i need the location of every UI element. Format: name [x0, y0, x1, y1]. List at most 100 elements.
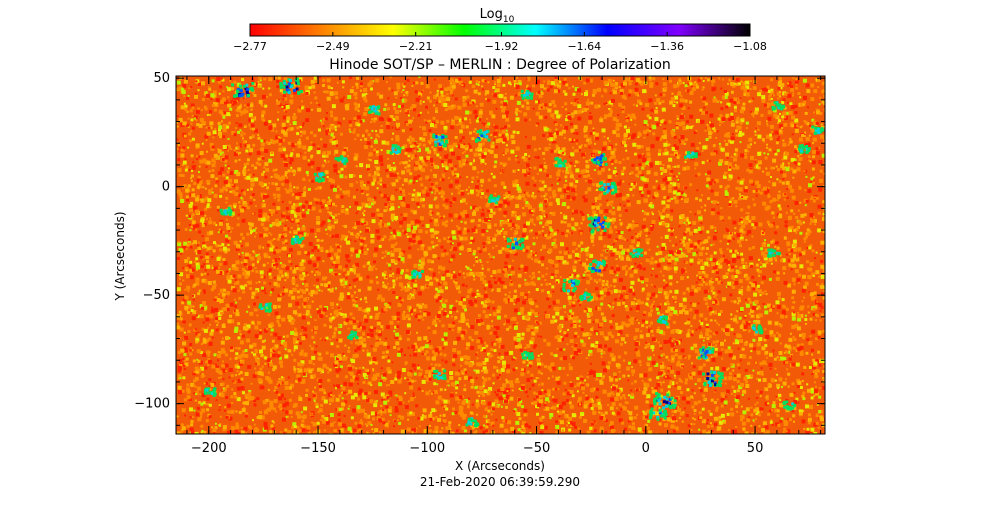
heatmap-cell: [205, 165, 208, 168]
heatmap-cell: [271, 221, 276, 226]
heatmap-cell: [762, 275, 766, 280]
heatmap-cell: [724, 139, 727, 142]
heatmap-cell: [544, 87, 548, 91]
heatmap-cell: [730, 255, 733, 258]
heatmap-cell: [755, 418, 757, 421]
heatmap-cell: [537, 365, 541, 369]
heatmap-cell: [357, 382, 359, 385]
heatmap-cell: [211, 306, 214, 309]
heatmap-cell: [184, 259, 189, 264]
heatmap-cell: [360, 138, 363, 141]
heatmap-cell: [289, 267, 292, 270]
heatmap-cell: [741, 106, 746, 111]
heatmap-cell: [508, 325, 512, 329]
heatmap-cell: [740, 382, 744, 387]
heatmap-cell: [199, 351, 203, 354]
heatmap-cell: [316, 216, 320, 220]
heatmap-cell: [177, 76, 180, 79]
heatmap-cell: [326, 176, 329, 178]
heatmap-cell: [543, 395, 546, 398]
heatmap-cell: [567, 316, 571, 320]
heatmap-cell: [201, 98, 205, 102]
heatmap-cell: [439, 215, 441, 218]
heatmap-cell: [782, 173, 787, 178]
heatmap-cell: [391, 153, 394, 155]
heatmap-cell: [406, 94, 409, 97]
heatmap-cell: [482, 88, 484, 91]
heatmap-cell: [407, 180, 412, 185]
heatmap-cell: [512, 130, 516, 134]
heatmap-cell: [329, 124, 332, 127]
heatmap-cell: [275, 410, 278, 413]
heatmap-cell: [743, 89, 748, 94]
heatmap-cell: [568, 301, 573, 306]
heatmap-cell: [588, 399, 592, 403]
heatmap-cell: [698, 411, 702, 415]
heatmap-cell: [789, 102, 793, 106]
heatmap-cell: [355, 367, 358, 370]
heatmap-cell: [513, 408, 517, 412]
heatmap-cell: [819, 178, 824, 183]
heatmap-cell: [612, 170, 617, 175]
heatmap-cell: [607, 347, 612, 352]
heatmap-cell: [549, 283, 551, 285]
heatmap-cell: [179, 431, 183, 434]
heatmap-cell: [591, 422, 594, 426]
heatmap-cell: [693, 409, 697, 412]
heatmap-cell: [262, 87, 265, 90]
heatmap-cell: [811, 196, 815, 200]
heatmap-cell: [248, 118, 253, 123]
heatmap-cell: [368, 391, 371, 395]
heatmap-cell: [799, 231, 803, 235]
heatmap-cell: [662, 365, 666, 369]
heatmap-cell: [288, 210, 290, 213]
heatmap-cell: [339, 245, 342, 248]
heatmap-cell: [731, 284, 733, 287]
heatmap-cell: [674, 270, 677, 274]
heatmap-cell: [329, 288, 334, 293]
heatmap-cell: [465, 125, 469, 129]
heatmap-cell: [774, 245, 777, 248]
heatmap-cell: [737, 116, 740, 119]
heatmap-cell: [287, 127, 290, 130]
heatmap-cell: [732, 249, 736, 253]
heatmap-cell: [276, 315, 281, 320]
heatmap-cell: [630, 236, 634, 240]
heatmap-cell: [583, 175, 587, 178]
heatmap-cell: [535, 395, 539, 399]
heatmap-cell: [256, 314, 259, 317]
heatmap-cell: [481, 149, 485, 153]
heatmap-cell: [234, 326, 239, 331]
heatmap-cell: [408, 147, 413, 152]
heatmap-cell: [307, 163, 311, 167]
heatmap-cell: [216, 365, 219, 369]
heatmap-cell: [366, 180, 370, 184]
heatmap-cell: [267, 313, 270, 316]
heatmap-cell: [778, 136, 781, 139]
heatmap-cell: [423, 336, 428, 341]
heatmap-cell: [544, 311, 547, 314]
heatmap-cell: [552, 265, 555, 268]
heatmap-cell: [197, 417, 202, 422]
heatmap-cell: [241, 267, 245, 271]
heatmap-cell: [430, 228, 435, 233]
heatmap-cell: [499, 130, 502, 133]
heatmap-cell: [699, 389, 703, 393]
heatmap-cell: [520, 264, 524, 268]
heatmap-cell: [624, 305, 628, 308]
heatmap-cell: [298, 243, 301, 246]
heatmap-cell: [667, 164, 670, 168]
heatmap-cell: [609, 218, 613, 222]
heatmap-cell: [730, 318, 733, 321]
heatmap-cell: [753, 222, 758, 227]
heatmap-cell: [433, 352, 438, 357]
heatmap-cell: [498, 200, 502, 204]
heatmap-cell: [291, 218, 294, 221]
heatmap-cell: [556, 202, 560, 206]
heatmap-cell: [277, 297, 282, 302]
heatmap-cell: [691, 87, 696, 91]
heatmap-cell: [385, 275, 388, 278]
heatmap-cell: [677, 91, 682, 96]
heatmap-cell: [498, 403, 501, 406]
heatmap-cell: [799, 333, 802, 337]
